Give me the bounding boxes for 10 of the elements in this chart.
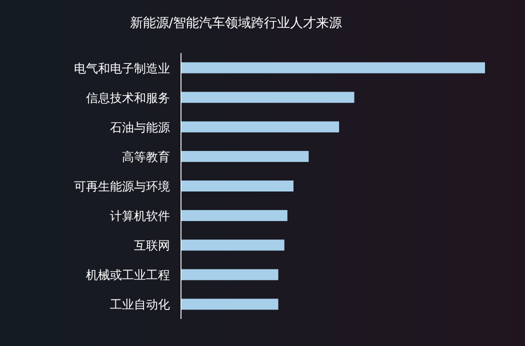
y-tick-label: 石油与能源 — [110, 120, 170, 134]
chart-title: 新能源/智能汽车领域跨行业人才来源 — [130, 16, 342, 31]
y-tick-label: 可再生能源与环境 — [74, 180, 170, 194]
y-tick-label: 高等教育 — [122, 150, 170, 164]
y-tick-label: 机械或工业工程 — [86, 268, 170, 282]
y-tick-label: 电气和电子制造业 — [74, 61, 170, 76]
y-tick-label: 工业自动化 — [110, 298, 170, 312]
y-tick-label: 信息技术和服务 — [86, 90, 170, 105]
y-tick-label: 计算机软件 — [110, 209, 170, 224]
y-tick-label: 互联网 — [134, 238, 170, 253]
